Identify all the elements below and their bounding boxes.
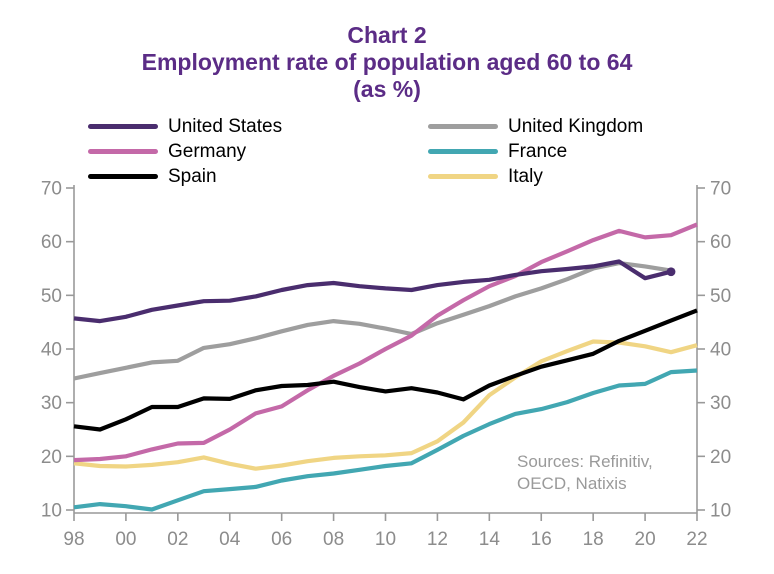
x-axis-tick-label: 98 <box>63 529 84 550</box>
legend-swatch-united-kingdom <box>428 124 498 129</box>
legend-label-italy: Italy <box>508 165 543 187</box>
y-axis-tick-label-right: 70 <box>710 179 731 200</box>
y-axis-tick-label-right: 50 <box>710 286 731 307</box>
x-axis-tick-label: 10 <box>375 529 396 550</box>
legend-label-germany: Germany <box>168 140 247 162</box>
legend-item-spain: Spain <box>88 164 282 189</box>
legend-swatch-germany <box>88 149 158 154</box>
y-axis-tick-label-left: 70 <box>41 179 62 200</box>
legend-column-left: United States Germany Spain <box>88 114 282 189</box>
x-axis-tick-label: 12 <box>427 529 448 550</box>
series-line-united-kingdom <box>73 261 672 381</box>
x-axis-tick-label: 02 <box>167 529 188 550</box>
legend-item-germany: Germany <box>88 139 282 164</box>
x-axis-tick-label: 14 <box>479 529 501 550</box>
legend-swatch-spain <box>88 174 158 179</box>
legend-label-united-kingdom: United Kingdom <box>508 115 644 137</box>
x-axis-tick-label: 16 <box>531 529 552 550</box>
chart-subtitle: Employment rate of population aged 60 to… <box>141 49 633 75</box>
y-axis-tick-label-left: 60 <box>41 232 62 253</box>
x-axis-tick-label: 22 <box>686 529 707 550</box>
series-line-france <box>73 368 698 512</box>
legend-item-italy: Italy <box>428 164 643 189</box>
legend-item-united-states: United States <box>88 114 282 139</box>
y-axis-tick-label-right: 20 <box>710 447 731 468</box>
x-axis-tick-label: 04 <box>219 529 241 550</box>
source-note: Sources: Refinitiv, OECD, Natixis <box>517 451 697 495</box>
series-end-marker-united-states <box>666 267 676 277</box>
x-axis-tick-label: 18 <box>583 529 604 550</box>
x-axis-tick-label: 20 <box>635 529 656 550</box>
series-line-united-states <box>73 259 672 324</box>
y-axis-tick-label-right: 30 <box>710 393 731 414</box>
x-axis-tick-label: 08 <box>323 529 344 550</box>
legend-label-spain: Spain <box>168 165 217 187</box>
y-axis-tick-label-left: 20 <box>41 447 62 468</box>
series-line-italy <box>73 339 698 471</box>
x-axis-tick-label: 00 <box>115 529 136 550</box>
legend-item-united-kingdom: United Kingdom <box>428 114 643 139</box>
y-axis-tick-label-right: 40 <box>710 340 731 361</box>
x-axis-tick-label: 06 <box>271 529 292 550</box>
series-line-spain <box>73 308 698 432</box>
chart-unit-label: (as %) <box>353 76 421 102</box>
y-axis-tick-label-left: 10 <box>41 501 62 522</box>
y-axis-tick-label-left: 30 <box>41 393 62 414</box>
source-note-line2: OECD, Natixis <box>517 474 627 493</box>
y-axis-tick-label-left: 50 <box>41 286 62 307</box>
y-axis-tick-label-right: 10 <box>710 501 731 522</box>
legend-column-right: United Kingdom France Italy <box>428 114 643 189</box>
source-note-line1: Sources: Refinitiv, <box>517 452 653 471</box>
chart-title-block: Chart 2 Employment rate of population ag… <box>0 22 774 103</box>
series-line-germany <box>73 222 698 463</box>
legend-swatch-united-states <box>88 124 158 129</box>
legend-label-france: France <box>508 140 568 162</box>
legend-swatch-italy <box>428 174 498 179</box>
legend-swatch-france <box>428 149 498 154</box>
legend-label-united-states: United States <box>168 115 283 137</box>
chart-title: Chart 2 <box>347 22 427 48</box>
y-axis-tick-label-left: 40 <box>41 340 62 361</box>
y-axis-tick-label-right: 60 <box>710 232 731 253</box>
legend-item-france: France <box>428 139 643 164</box>
